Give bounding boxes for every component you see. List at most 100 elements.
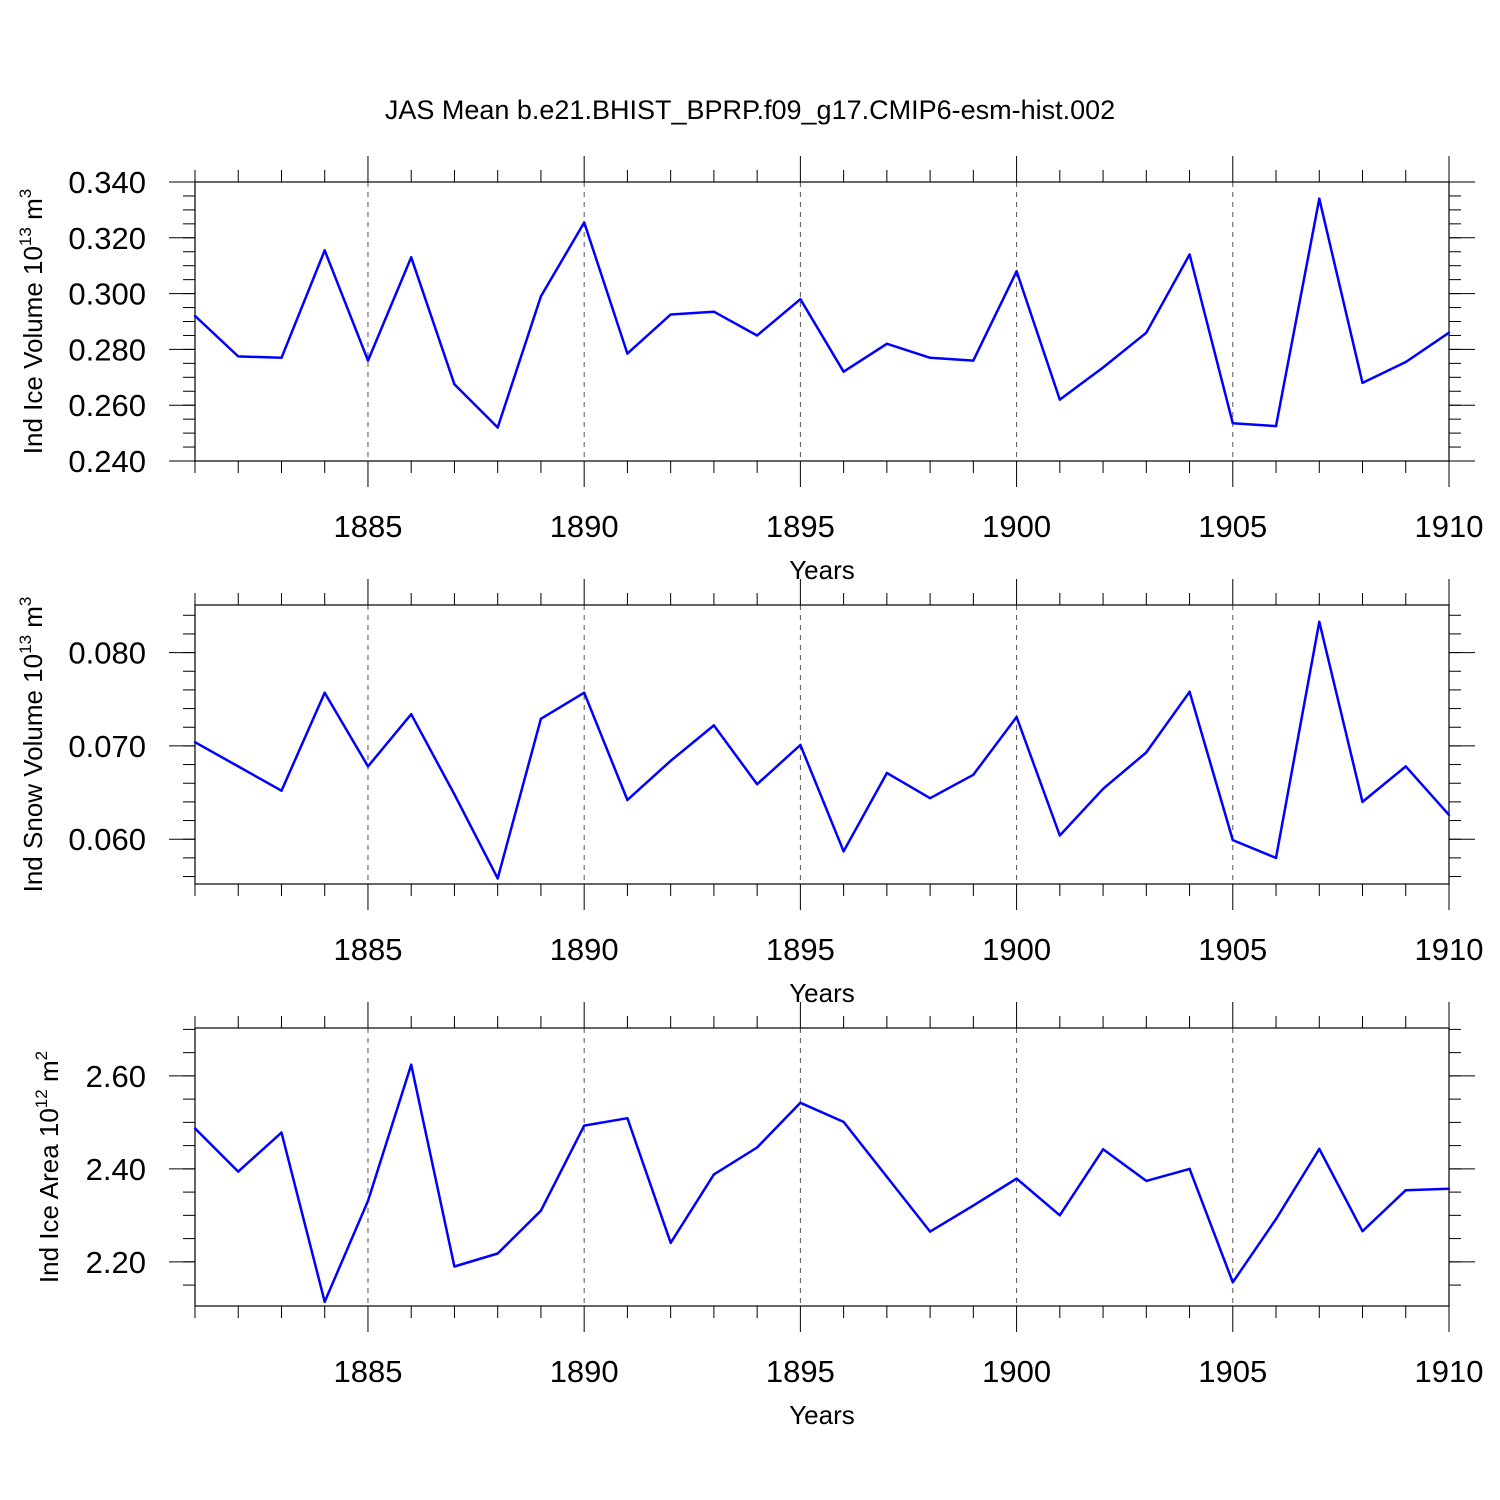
data-point [799,1101,802,1105]
x-tick-label: 1895 [766,1354,835,1389]
y-axis-label-unit: m [18,606,48,635]
x-tick-label: 1910 [1415,509,1484,544]
data-point [972,773,975,777]
data-point [1015,715,1018,719]
data-point [1058,834,1062,837]
x-axis-label: Years [789,978,855,1008]
data-point [280,789,283,792]
data-point [885,1175,889,1178]
data-point [1058,1214,1062,1217]
data-point [1145,1179,1148,1183]
x-tick-label: 1900 [982,1354,1051,1389]
data-point [323,1300,326,1304]
data-point [626,1116,629,1120]
data-point [669,759,672,763]
data-point [669,1241,672,1244]
data-point [755,1146,759,1149]
x-tick-label: 1890 [550,932,619,967]
data-point [539,1209,543,1212]
data-point [1145,331,1148,334]
y-axis-label-text: Ind Ice Area 10 [34,1108,64,1283]
data-point [928,356,932,359]
panel-1: 0.240 0.260 0.280 0.300 0.320 0.340 1885 1890 18… [16,156,1483,585]
data-point [1015,270,1018,273]
panel-3: 2.20 2.40 2.60 1885 1890 1895 1900 1905 1910 Year… [32,1002,1483,1430]
data-point [410,256,413,259]
data-line [194,197,1450,429]
y-axis-label-exponent: 13 [16,227,35,246]
x-axis-label: Years [789,1400,855,1430]
y-tick-label: 0.280 [68,332,146,367]
data-point [842,370,845,373]
plot-frame [194,604,1450,885]
y-axis-label-text: Ind Snow Volume 10 [18,654,48,893]
data-point [280,1131,283,1134]
data-point [1404,765,1407,768]
data-point [1015,1177,1018,1180]
x-tick-label: 1890 [550,509,619,544]
data-point [842,1120,845,1124]
data-point [755,334,759,337]
data-point [193,314,197,318]
data-point [453,383,456,386]
data-point [712,1173,716,1176]
panel-2: 0.060 0.070 0.080 1885 1890 1895 1900 1905 1910 Y… [16,579,1483,1008]
data-point [799,297,802,301]
data-point [755,782,759,786]
data-point [366,1199,370,1203]
data-point [972,1204,975,1207]
y-axis-label: Ind Ice Volume 1013 m3 [16,189,48,454]
data-point [582,1124,586,1127]
y-tick-label: 0.070 [68,729,146,764]
chart-title: JAS Mean b.e21.BHIST_BPRP.f09_g17.CMIP6-… [385,95,1115,125]
x-tick-label: 1905 [1198,509,1267,544]
y-axis-label-exponent: 12 [32,1089,51,1108]
data-point [1101,1148,1105,1151]
data-point [539,717,543,721]
data-point [496,426,499,429]
data-point [366,359,370,362]
data-point [453,1265,456,1268]
y-tick-label: 2.40 [86,1152,146,1187]
plot-frame [194,1027,1450,1307]
y-axis-label: Ind Ice Area 1012 m2 [32,1051,64,1283]
x-tick-label: 1910 [1415,932,1484,967]
x-tick-label: 1885 [333,1354,402,1389]
data-point [1101,787,1105,791]
data-point [280,356,283,359]
data-point [1447,1187,1451,1191]
x-tick-label: 1885 [333,509,402,544]
data-point [496,1252,499,1255]
y-tick-label: 2.60 [86,1059,146,1094]
y-tick-label: 2.20 [86,1245,146,1280]
x-tick-label: 1900 [982,932,1051,967]
data-point [496,877,499,880]
data-line [194,1063,1450,1304]
data-point [237,355,240,358]
data-point [323,249,326,252]
data-point [237,1170,240,1173]
data-point [1274,856,1278,860]
data-point [1447,331,1451,334]
data-point [582,691,586,694]
y-tick-label: 0.300 [68,277,146,312]
data-point [453,793,456,796]
x-tick-label: 1895 [766,932,835,967]
data-point [1145,751,1148,754]
y-tick-label: 0.260 [68,388,146,423]
data-point [885,771,889,775]
y-axis-label-unit: m [34,1060,64,1089]
x-tick-label: 1885 [333,932,402,967]
data-point [1318,620,1321,623]
data-point [1058,398,1062,401]
data-point [582,221,586,224]
data-point [1231,1281,1234,1284]
data-point [1274,1217,1278,1221]
data-point [842,850,845,853]
data-point [539,295,543,298]
x-tick-label: 1905 [1198,1354,1267,1389]
data-point [885,342,889,346]
data-point [410,1063,413,1066]
data-point [1318,1147,1321,1151]
